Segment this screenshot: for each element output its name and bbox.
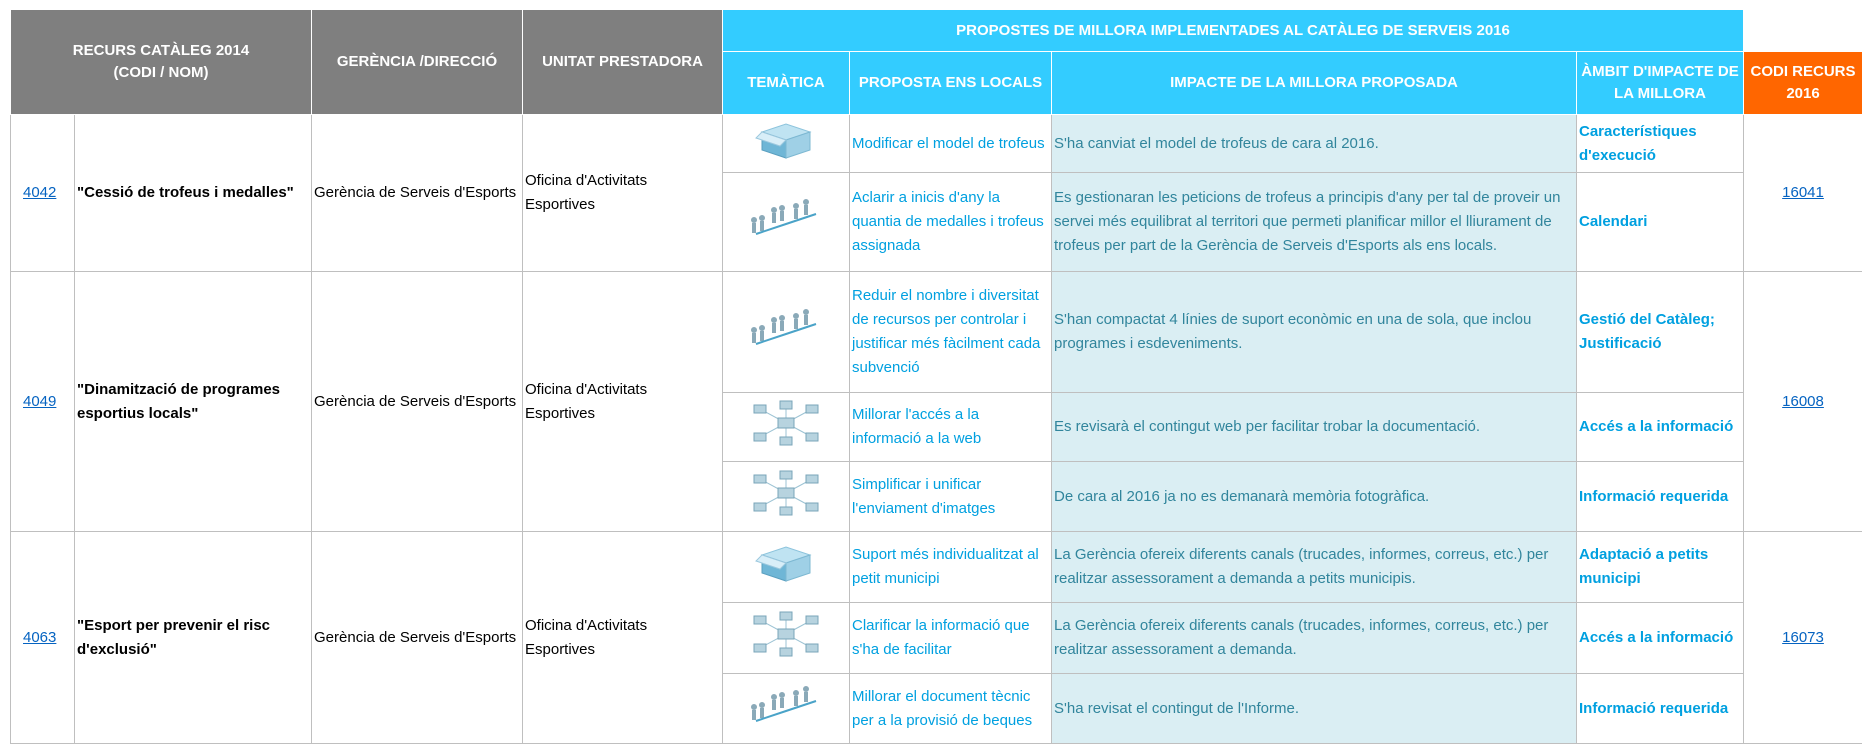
header-gerencia: GERÈNCIA /DIRECCIÓ <box>312 10 523 115</box>
resource-code-link[interactable]: 4063 <box>23 629 56 646</box>
header-unitat: UNITAT PRESTADORA <box>523 10 723 115</box>
impacte: La Gerència ofereix diferents canals (tr… <box>1052 532 1577 603</box>
header-group: PROPOSTES DE MILLORA IMPLEMENTADES AL CA… <box>723 10 1744 52</box>
resource-name: "Esport per prevenir el risc d'exclusió" <box>75 532 312 744</box>
network-icon <box>750 399 822 447</box>
box-icon <box>754 118 818 162</box>
box-icon <box>754 541 818 585</box>
network-icon <box>750 469 822 517</box>
gerencia: Gerència de Serveis d'Esports <box>312 115 523 272</box>
gerencia: Gerència de Serveis d'Esports <box>312 272 523 532</box>
impacte: De cara al 2016 ja no es demanarà memòri… <box>1052 462 1577 532</box>
header-ambit: ÀMBIT D'IMPACTE DE LA MILLORA <box>1577 52 1744 115</box>
impacte: S'ha canviat el model de trofeus de cara… <box>1052 115 1577 173</box>
tematica-icon <box>723 674 850 744</box>
ambit: Accés a la informació <box>1577 603 1744 674</box>
people-icon <box>746 196 826 240</box>
tematica-icon <box>723 532 850 603</box>
new-code-link[interactable]: 16073 <box>1782 629 1824 646</box>
resource-name: "Cessió de trofeus i medalles" <box>75 115 312 272</box>
header-line: RECURS CATÀLEG 2014 <box>13 40 309 62</box>
ambit: Característiques d'execució <box>1577 115 1744 173</box>
new-code: 16041 <box>1744 115 1862 272</box>
ambit: Accés a la informació <box>1577 393 1744 462</box>
table-body: 4042"Cessió de trofeus i medalles"Gerènc… <box>11 115 1862 744</box>
new-code: 16073 <box>1744 532 1862 744</box>
ambit: Adaptació a petits municipi <box>1577 532 1744 603</box>
header-blank <box>1744 10 1862 52</box>
proposta: Aclarir a inicis d'any la quantia de med… <box>850 173 1052 272</box>
proposta: Simplificar i unificar l'enviament d'ima… <box>850 462 1052 532</box>
table-row: 4049"Dinamització de programes esportius… <box>11 272 1862 393</box>
table: RECURS CATÀLEG 2014(CODI / NOM) GERÈNCIA… <box>10 9 1862 744</box>
impacte: Es revisarà el contingut web per facilit… <box>1052 393 1577 462</box>
network-icon <box>750 610 822 658</box>
ambit: Informació requerida <box>1577 462 1744 532</box>
proposta: Millorar el document tècnic per a la pro… <box>850 674 1052 744</box>
new-code: 16008 <box>1744 272 1862 532</box>
unitat: Oficina d'Activitats Esportives <box>523 115 723 272</box>
header-proposta: PROPOSTA ENS LOCALS <box>850 52 1052 115</box>
header-recurs: RECURS CATÀLEG 2014(CODI / NOM) <box>11 10 312 115</box>
impacte: La Gerència ofereix diferents canals (tr… <box>1052 603 1577 674</box>
spreadsheet: RECURS CATÀLEG 2014(CODI / NOM) GERÈNCIA… <box>10 9 1862 744</box>
proposta: Modificar el model de trofeus <box>850 115 1052 173</box>
header-tematica: TEMÀTICA <box>723 52 850 115</box>
table-row: 4063"Esport per prevenir el risc d'exclu… <box>11 532 1862 603</box>
ambit: Gestió del Catàleg; Justificació <box>1577 272 1744 393</box>
impacte: Es gestionaran les peticions de trofeus … <box>1052 173 1577 272</box>
ambit: Calendari <box>1577 173 1744 272</box>
proposta: Clarificar la informació que s'ha de fac… <box>850 603 1052 674</box>
header-line: (CODI / NOM) <box>13 62 309 84</box>
resource-code: 4049 <box>11 272 75 532</box>
resource-code-link[interactable]: 4042 <box>23 184 56 201</box>
resource-code-link[interactable]: 4049 <box>23 393 56 410</box>
unitat: Oficina d'Activitats Esportives <box>523 272 723 532</box>
header-codi: CODI RECURS 2016 <box>1744 52 1862 115</box>
tematica-icon <box>723 462 850 532</box>
tematica-icon <box>723 173 850 272</box>
header-impacte: IMPACTE DE LA MILLORA PROPOSADA <box>1052 52 1577 115</box>
tematica-icon <box>723 115 850 173</box>
impacte: S'han compactat 4 línies de suport econò… <box>1052 272 1577 393</box>
new-code-link[interactable]: 16008 <box>1782 393 1824 410</box>
unitat: Oficina d'Activitats Esportives <box>523 532 723 744</box>
proposta: Reduir el nombre i diversitat de recurso… <box>850 272 1052 393</box>
proposta: Suport més individualitzat al petit muni… <box>850 532 1052 603</box>
resource-code: 4063 <box>11 532 75 744</box>
proposta: Millorar l'accés a la informació a la we… <box>850 393 1052 462</box>
resource-code: 4042 <box>11 115 75 272</box>
resource-name: "Dinamització de programes esportius loc… <box>75 272 312 532</box>
new-code-link[interactable]: 16041 <box>1782 184 1824 201</box>
people-icon <box>746 306 826 350</box>
gerencia: Gerència de Serveis d'Esports <box>312 532 523 744</box>
ambit: Informació requerida <box>1577 674 1744 744</box>
tematica-icon <box>723 603 850 674</box>
people-icon <box>746 683 826 727</box>
tematica-icon <box>723 393 850 462</box>
impacte: S'ha revisat el contingut de l'Informe. <box>1052 674 1577 744</box>
table-row: 4042"Cessió de trofeus i medalles"Gerènc… <box>11 115 1862 173</box>
tematica-icon <box>723 272 850 393</box>
